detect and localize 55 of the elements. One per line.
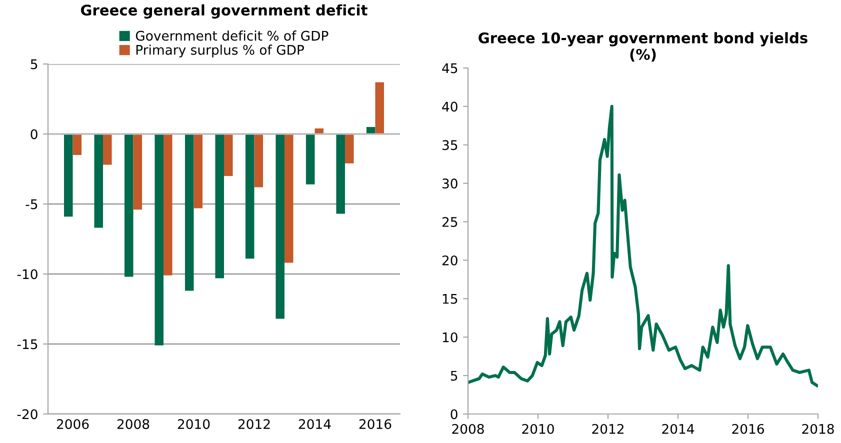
legend-label: Primary surplus % of GDP <box>136 44 304 58</box>
y-tick-label: -10 <box>17 269 38 280</box>
y-tick-label: 25 <box>442 217 458 227</box>
bar <box>306 134 315 184</box>
bar <box>154 134 164 346</box>
y-tick-label: -20 <box>17 409 38 420</box>
bar <box>284 134 294 263</box>
bar <box>94 134 104 228</box>
y-tick-label: 15 <box>442 294 458 304</box>
bar <box>64 134 73 217</box>
bar <box>224 134 233 176</box>
bar <box>276 134 284 319</box>
bar <box>254 134 264 188</box>
x-tick-label: 2010 <box>178 419 210 430</box>
bar <box>344 134 354 164</box>
legend-label: Government deficit % of GDP <box>136 30 328 41</box>
x-tick-label: 2014 <box>298 419 331 430</box>
chart-title: Greece 10-year government bond yields (%) <box>478 32 808 62</box>
bar <box>124 134 134 277</box>
bar <box>184 134 194 291</box>
bar <box>314 128 324 134</box>
bar <box>215 134 224 278</box>
bar <box>375 82 384 134</box>
y-tick-label: 35 <box>442 140 458 150</box>
y-tick-label: 10 <box>442 332 458 342</box>
bar <box>245 134 254 259</box>
x-tick-label: 2006 <box>56 419 89 430</box>
y-tick-label: -15 <box>17 339 38 350</box>
line-series <box>468 104 818 388</box>
x-tick-label: 2016 <box>732 424 764 434</box>
bar <box>194 134 203 208</box>
bar <box>72 134 82 155</box>
x-tick-label: 2016 <box>359 419 392 430</box>
y-tick-label: 5 <box>30 59 38 70</box>
x-tick-label: 2012 <box>592 424 624 434</box>
chart-title: Greece general government deficit <box>80 4 368 19</box>
x-tick-label: 2008 <box>452 424 484 434</box>
y-tick-label: 30 <box>442 178 458 189</box>
y-tick-label: 45 <box>442 63 458 74</box>
y-tick-label: 40 <box>442 102 458 112</box>
bar <box>103 134 112 165</box>
bar <box>366 127 376 134</box>
bar <box>336 134 345 214</box>
y-tick-label: 5 <box>450 370 458 381</box>
x-tick-label: 2010 <box>522 424 554 434</box>
bar <box>133 134 142 210</box>
bar <box>164 134 172 276</box>
x-tick-label: 2012 <box>238 419 270 430</box>
x-tick-label: 2008 <box>117 419 150 430</box>
y-tick-label: 0 <box>30 129 38 140</box>
x-tick-label: 2018 <box>802 424 834 434</box>
x-tick-label: 2014 <box>662 424 694 434</box>
y-tick-label: 0 <box>450 409 458 420</box>
y-tick-label: -5 <box>26 199 38 210</box>
y-tick-label: 20 <box>442 255 458 266</box>
